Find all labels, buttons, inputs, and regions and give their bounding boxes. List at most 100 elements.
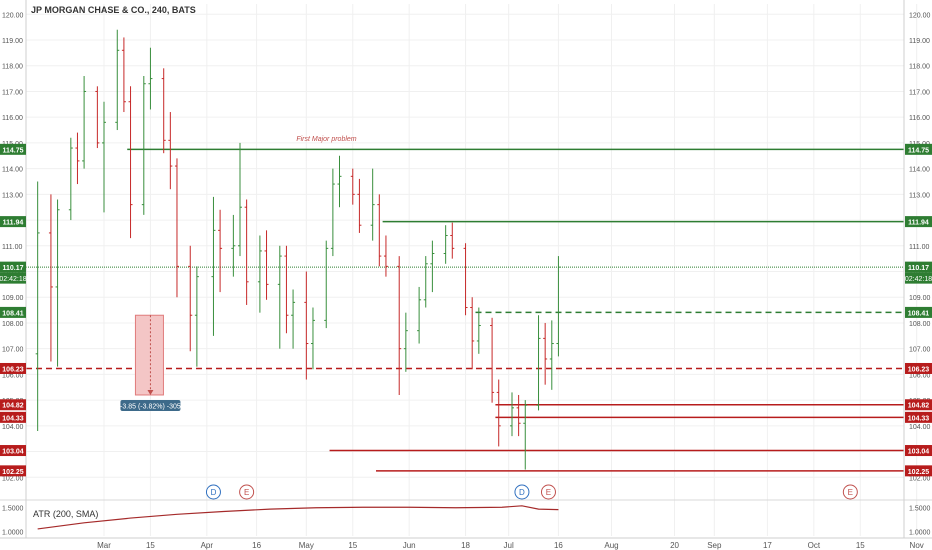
candle xyxy=(403,312,408,372)
right-level-label: 102.25 xyxy=(908,469,930,476)
candle xyxy=(55,199,60,367)
time-tick-label: 15 xyxy=(348,541,357,550)
candle xyxy=(141,76,146,215)
left-level-tag xyxy=(0,445,26,457)
candle xyxy=(536,315,541,411)
left-countdown: 02:42:18 xyxy=(0,276,27,283)
annotation-text: First Major problem xyxy=(296,136,356,143)
right-tick-label: 107.00 xyxy=(909,347,931,354)
left-price-axis[interactable]: 120.00119.00118.00117.00116.00115.00114.… xyxy=(0,12,27,536)
left-indicator-tick: 1.5000 xyxy=(2,506,24,513)
time-axis[interactable]: Mar 15 Apr 16 May 15 Jun 18 Jul 16 Aug 20 Sep 17 Oct 15… xyxy=(97,541,924,550)
left-tick-label: 111.00 xyxy=(2,244,22,251)
right-tick-label: 117.00 xyxy=(909,89,930,96)
candle xyxy=(244,199,249,305)
left-level-label: 111.94 xyxy=(3,220,24,227)
left-tick-label: 119.00 xyxy=(2,38,23,45)
time-tick-label: 15 xyxy=(146,541,155,550)
right-level-tag xyxy=(905,216,932,228)
candle xyxy=(257,235,262,313)
time-tick-label: 15 xyxy=(856,541,865,550)
candle xyxy=(284,245,289,334)
candle xyxy=(350,168,355,205)
right-level-label: 111.94 xyxy=(908,220,929,227)
candle xyxy=(330,168,335,257)
event-marker xyxy=(205,484,221,500)
left-tick-label: 108.00 xyxy=(2,321,24,328)
candle xyxy=(516,394,521,437)
candle xyxy=(291,289,296,349)
right-tick-label: 120.00 xyxy=(909,12,931,19)
candle xyxy=(174,158,179,298)
candle xyxy=(68,137,73,221)
event-marker xyxy=(540,484,556,500)
candle xyxy=(357,178,362,233)
candle xyxy=(370,168,375,241)
candle xyxy=(231,214,236,277)
candle xyxy=(115,29,120,131)
left-tick-label: 113.00 xyxy=(2,192,23,199)
right-level-tag xyxy=(905,445,932,457)
price-level-lines xyxy=(26,148,904,472)
right-level-label: 110.17 xyxy=(908,265,929,272)
candle xyxy=(168,112,173,190)
event-marker xyxy=(239,484,255,500)
candle xyxy=(470,297,475,370)
right-countdown: 02:42:18 xyxy=(905,276,932,283)
left-tick-label: 118.00 xyxy=(2,64,23,71)
time-tick-label: Sep xyxy=(707,541,722,550)
left-level-tag xyxy=(0,362,26,374)
candle xyxy=(264,230,269,300)
right-level-tag xyxy=(905,261,932,273)
candle xyxy=(463,243,468,316)
chart-title-group: JP MORGAN CHASE & CO., 240, BATS xyxy=(31,5,196,15)
right-level-tag xyxy=(905,465,932,477)
left-tick-label: 107.00 xyxy=(2,347,24,354)
right-level-label: 104.33 xyxy=(908,415,930,422)
right-level-label: 106.23 xyxy=(908,366,930,373)
candle xyxy=(218,209,223,293)
right-tick-label: 116.00 xyxy=(909,115,930,122)
left-level-tag xyxy=(0,411,26,423)
candle xyxy=(75,132,80,185)
candle xyxy=(397,256,402,395)
candle xyxy=(423,256,428,308)
candle xyxy=(476,307,481,354)
left-tick-label: 116.00 xyxy=(2,115,23,122)
atr-line xyxy=(37,505,559,530)
left-level-label: 102.25 xyxy=(2,469,24,476)
left-tick-label: 114.00 xyxy=(2,167,23,174)
left-level-label: 104.82 xyxy=(2,403,24,410)
time-tick-label: Jun xyxy=(403,541,416,550)
atr-indicator-pane xyxy=(0,499,932,530)
candle xyxy=(148,47,153,110)
right-price-axis[interactable]: 120.00119.00118.00117.00116.00115.00114.… xyxy=(905,12,932,536)
time-tick-label: Oct xyxy=(808,541,821,550)
left-level-tag xyxy=(0,143,26,155)
right-level-label: 114.75 xyxy=(908,147,929,154)
candle xyxy=(82,76,87,169)
right-tick-label: 114.00 xyxy=(909,167,930,174)
right-tick-label: 108.00 xyxy=(909,321,931,328)
candle xyxy=(509,392,514,437)
event-label: E xyxy=(244,488,249,497)
event-label: E xyxy=(546,488,551,497)
left-level-tag xyxy=(0,261,26,273)
left-level-label: 110.17 xyxy=(2,265,23,272)
event-label: E xyxy=(848,488,853,497)
right-indicator-tick: 1.0000 xyxy=(909,529,931,536)
candle xyxy=(496,379,501,447)
candle xyxy=(128,86,133,239)
candle xyxy=(161,68,166,154)
left-countdown-tag xyxy=(0,272,26,284)
time-tick-label: 18 xyxy=(461,541,470,550)
right-countdown-tag xyxy=(905,272,932,284)
right-tick-label: 104.00 xyxy=(909,424,931,431)
left-level-tag xyxy=(0,399,26,411)
candle xyxy=(310,307,315,370)
measure-tool[interactable]: -3.85 (-3.82%) -305 xyxy=(120,314,181,411)
time-tick-label: Aug xyxy=(604,541,618,550)
left-tick-label: 102.00 xyxy=(2,475,24,482)
